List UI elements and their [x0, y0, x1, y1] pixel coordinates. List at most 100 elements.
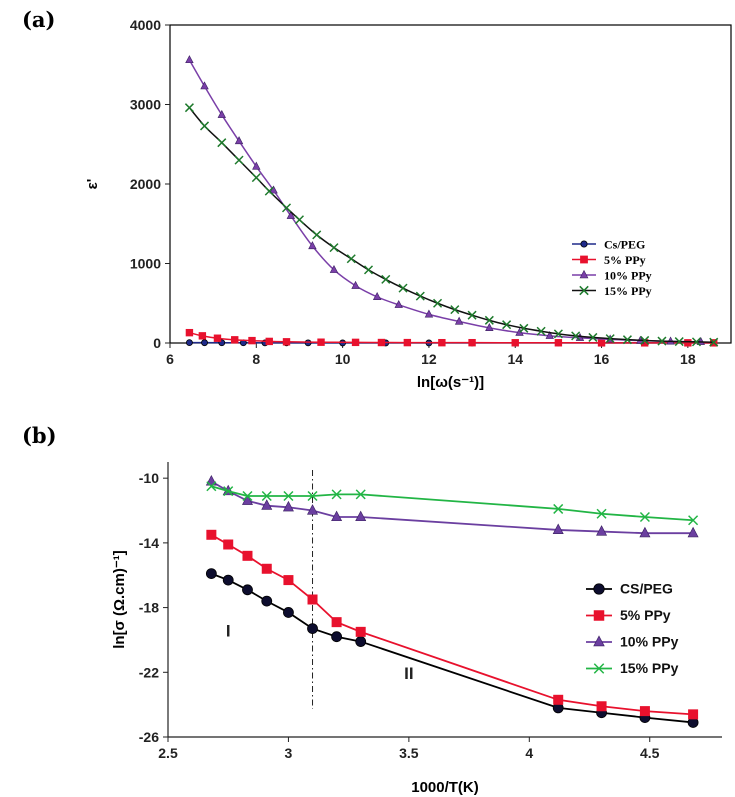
- legend-marker: [580, 240, 588, 248]
- series-line: [188, 59, 701, 343]
- data-point: [398, 283, 408, 293]
- legend-item-15-ppy: 15% PPy: [572, 284, 652, 298]
- y-tick-label: 4000: [130, 17, 161, 33]
- data-point: [283, 607, 294, 618]
- x-tick-label: 6: [166, 351, 174, 367]
- data-point: [377, 338, 386, 347]
- data-point: [312, 230, 322, 240]
- data-point: [684, 339, 692, 347]
- data-point: [355, 489, 366, 500]
- data-point: [242, 490, 253, 502]
- series-line: [210, 534, 694, 716]
- data-point: [307, 504, 319, 515]
- data-point: [519, 323, 529, 333]
- series-15-ppy: [206, 481, 699, 526]
- y-tick-label: 1000: [130, 256, 161, 272]
- data-point: [234, 136, 244, 145]
- y-tick-label: -22: [139, 664, 159, 680]
- data-point: [234, 155, 244, 165]
- data-point: [283, 490, 294, 502]
- data-point: [605, 334, 615, 344]
- data-point: [186, 339, 193, 347]
- data-point: [329, 243, 339, 253]
- series-line: [211, 485, 694, 522]
- data-point: [242, 584, 253, 596]
- data-point: [331, 631, 343, 643]
- data-point: [222, 574, 234, 586]
- legend-label: 5% PPy: [620, 607, 671, 623]
- data-point: [346, 254, 356, 264]
- data-point: [261, 563, 272, 574]
- legend-marker: [579, 269, 589, 279]
- data-point: [467, 310, 477, 320]
- data-point: [185, 328, 194, 337]
- data-point: [485, 322, 494, 331]
- y-tick-label: -18: [139, 600, 159, 616]
- data-point: [536, 326, 546, 336]
- panel-b-label: (b): [22, 423, 57, 448]
- data-point: [282, 500, 294, 512]
- data-point: [596, 508, 607, 519]
- data-point: [639, 706, 650, 717]
- data-point: [622, 335, 632, 345]
- data-point: [640, 335, 650, 345]
- data-point: [281, 203, 292, 213]
- legend-item-10-ppy: 10% PPy: [572, 269, 652, 283]
- x-tick-label: 2.5: [158, 745, 178, 761]
- legend-label: 10% PPy: [620, 634, 679, 650]
- data-point: [597, 339, 606, 347]
- data-point: [201, 339, 208, 347]
- data-point: [308, 241, 317, 250]
- x-tick-label: 3.5: [399, 745, 419, 761]
- y-tick-label: -26: [139, 729, 159, 745]
- y-tick-label: -10: [139, 470, 159, 486]
- data-point: [261, 595, 273, 607]
- panel-a-label: (a): [22, 7, 55, 32]
- series-5-ppy: [206, 529, 699, 720]
- data-point: [553, 694, 564, 705]
- data-point: [294, 215, 304, 225]
- data-point: [688, 709, 699, 720]
- legend-item-5-ppy: 5% PPy: [586, 607, 671, 623]
- chart-b: 2.5 3 3.5 4 4.5 -26 -22 -18 -14 -10 1000/T(K) ln[σ …: [111, 462, 722, 796]
- y-tick-label: -14: [139, 535, 159, 551]
- data-point: [261, 490, 272, 502]
- data-point: [242, 550, 253, 561]
- data-point: [264, 186, 274, 196]
- x-tick-label: 8: [252, 351, 260, 367]
- data-point: [596, 701, 607, 712]
- data-point: [691, 337, 702, 347]
- data-point: [596, 525, 608, 536]
- legend-marker: [593, 583, 605, 595]
- y-tick-label: 3000: [130, 97, 161, 113]
- y-axis-title: ln[σ (Ω.cm)⁻¹]: [111, 550, 128, 649]
- data-point: [571, 331, 581, 341]
- legend-item-cs-peg: CS/PEG: [586, 581, 673, 597]
- data-point: [433, 298, 443, 308]
- data-point: [241, 494, 253, 505]
- legend: CS/PEG 5% PPy 10% PPy 15% PPy: [586, 581, 679, 676]
- legend-marker: [593, 635, 605, 647]
- legend-item-15-ppy: 15% PPy: [586, 660, 679, 676]
- data-point: [415, 291, 425, 301]
- data-point: [403, 338, 412, 347]
- data-point: [709, 337, 719, 347]
- data-point: [381, 274, 391, 284]
- x-tick-label: 3: [285, 745, 293, 761]
- series-line: [210, 480, 694, 535]
- data-point: [223, 539, 234, 550]
- data-point: [450, 305, 460, 315]
- data-point: [588, 332, 598, 342]
- data-point: [307, 490, 318, 502]
- data-point: [331, 510, 343, 522]
- data-point: [329, 264, 339, 273]
- data-point: [261, 499, 273, 510]
- data-point: [217, 109, 226, 118]
- chart-a: 6 8 10 12 14 16 18 0 1000 2000 3000 4000 ln[ω(s⁻¹)] ε…: [84, 17, 732, 391]
- legend-item-cs-peg: Cs/PEG: [572, 238, 645, 252]
- data-point: [674, 337, 684, 347]
- data-point: [286, 210, 296, 219]
- data-point: [424, 309, 434, 318]
